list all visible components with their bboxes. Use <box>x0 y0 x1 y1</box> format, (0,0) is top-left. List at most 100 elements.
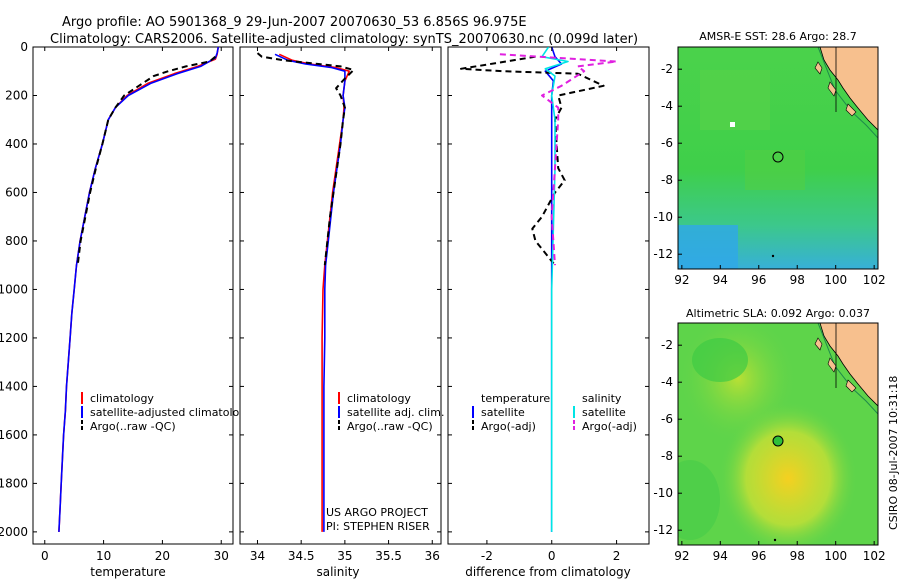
x-tick-label: 2 <box>613 549 621 563</box>
sla-map-frame <box>677 322 879 546</box>
series-line <box>76 55 217 266</box>
map-y-tick-label: -6 <box>661 136 673 150</box>
map-x-tick-label: 92 <box>674 273 689 287</box>
map-y-tick-label: -10 <box>653 486 673 500</box>
map-y-tick-label: -10 <box>653 210 673 224</box>
difference-xlabel: difference from climatology <box>465 565 631 579</box>
map-x-tick-label: 96 <box>751 549 766 563</box>
pi-annotation: PI: STEPHEN RISER <box>326 520 430 533</box>
x-tick-label: 34.5 <box>288 549 315 563</box>
sst-cold-patch <box>678 225 738 269</box>
legend-title-salinity: salinity <box>582 392 622 405</box>
map-y-tick-label: -6 <box>661 412 673 426</box>
map-y-tick-label: -8 <box>661 449 673 463</box>
legend-label-argo: Argo(..raw -QC) <box>90 420 176 433</box>
bathymetry-contour <box>812 47 878 139</box>
sla-low <box>678 460 720 540</box>
legend-label-temp-satellite: satellite <box>481 406 525 419</box>
salinity-profile-chart: 34 34.5 35 35.5 36 salinity climatology sate… <box>239 46 444 579</box>
island <box>845 379 857 393</box>
x-tick-label: 34 <box>250 549 265 563</box>
map-x-tick-label: 94 <box>713 549 728 563</box>
series-line <box>256 52 355 266</box>
island-dot <box>773 538 777 542</box>
island-dot <box>771 254 775 258</box>
legend-title-temperature: temperature <box>481 392 550 405</box>
sla-map-title: Altimetric SLA: 0.092 Argo: 0.037 <box>686 307 870 320</box>
sst-map-title: AMSR-E SST: 28.6 Argo: 28.7 <box>699 30 857 43</box>
figure-title-line1: Argo profile: AO 5901368_9 29-Jun-2007 2… <box>62 15 527 30</box>
island <box>827 357 837 373</box>
map-x-tick-label: 102 <box>863 549 886 563</box>
sst-map: AMSR-E SST: 28.6 Argo: 28.7 92 94 96 98 100 1… <box>653 30 885 287</box>
difference-profile-chart: -2 0 2 difference from climatology tempera… <box>447 46 650 579</box>
sla-low <box>692 338 748 382</box>
legend-label-argo: Argo(..raw -QC) <box>347 420 433 433</box>
series-line <box>460 55 605 266</box>
x-tick-label: 0 <box>548 549 556 563</box>
temperature-profile-chart: 0 10 20 30 0 200 400 600 800 1000 1200 1400 1600 1800… <box>0 40 253 579</box>
y-tick-label: 600 <box>5 185 28 199</box>
map-y-tick-label: -2 <box>661 338 673 352</box>
map-x-tick-label: 92 <box>674 549 689 563</box>
salinity-plot-frame <box>239 46 442 545</box>
y-tick-label: 0 <box>20 40 28 54</box>
sst-patch <box>745 150 805 190</box>
map-x-tick-label: 100 <box>824 549 847 563</box>
salinity-legend: climatology satellite adj. clim. Argo(..… <box>338 392 444 433</box>
x-tick-label: 0 <box>41 549 49 563</box>
csiro-timestamp: CSIRO 08-Jul-2007 10:31:18 <box>887 376 900 530</box>
difference-plot-frame <box>447 46 650 545</box>
y-tick-label: 800 <box>5 234 28 248</box>
y-tick-label: 1800 <box>0 476 28 490</box>
x-tick-label: 36 <box>425 549 440 563</box>
map-x-tick-label: 102 <box>863 273 886 287</box>
legend-label-satellite: satellite-adjusted climatology <box>90 406 253 419</box>
legend-label-climatology: climatology <box>347 392 411 405</box>
argo-position-marker <box>772 435 784 447</box>
island <box>814 337 823 351</box>
map-x-tick-label: 98 <box>790 273 805 287</box>
series-line <box>274 53 346 532</box>
map-x-tick-label: 94 <box>713 273 728 287</box>
legend-label-sal-argo: Argo(-adj) <box>582 420 637 433</box>
x-tick-label: 35.5 <box>375 549 402 563</box>
temperature-legend: climatology satellite-adjusted climatolo… <box>81 392 253 433</box>
map-y-tick-label: -4 <box>661 99 673 113</box>
sst-map-frame <box>677 46 879 270</box>
x-tick-label: 30 <box>214 549 229 563</box>
legend-label-temp-argo: Argo(-adj) <box>481 420 536 433</box>
map-x-tick-label: 96 <box>751 273 766 287</box>
series-line <box>499 53 618 266</box>
island <box>814 61 823 75</box>
x-tick-label: 35 <box>337 549 352 563</box>
series-line <box>278 53 351 532</box>
island <box>827 81 837 97</box>
legend-label-climatology: climatology <box>90 392 154 405</box>
y-tick-label: 400 <box>5 137 28 151</box>
sla-map: Altimetric SLA: 0.092 Argo: 0.037 92 94 96… <box>653 307 885 563</box>
project-annotation: US ARGO PROJECT <box>326 506 428 519</box>
figure-title-line2: Climatology: CARS2006. Satellite-adjuste… <box>50 32 638 47</box>
map-x-tick-label: 100 <box>824 273 847 287</box>
difference-legend: temperature satellite Argo(-adj) salinit… <box>472 392 637 433</box>
argo-position-marker <box>772 151 784 163</box>
map-y-tick-label: -2 <box>661 62 673 76</box>
sst-patch <box>700 70 770 130</box>
legend-label-sal-satellite: satellite <box>582 406 626 419</box>
x-tick-label: 20 <box>155 549 170 563</box>
legend-label-satellite: satellite adj. clim. <box>347 406 444 419</box>
x-tick-label: -2 <box>481 549 493 563</box>
missing-data-pixel <box>730 122 735 127</box>
sumatra-coast <box>819 47 878 131</box>
island <box>845 103 857 117</box>
temperature-xlabel: temperature <box>90 565 165 579</box>
y-tick-label: 200 <box>5 88 28 102</box>
temperature-plot-frame <box>32 46 234 545</box>
map-y-tick-label: -12 <box>653 523 673 537</box>
series-line <box>541 47 569 532</box>
bathymetry-contour <box>812 323 878 415</box>
y-tick-label: 1600 <box>0 428 28 442</box>
y-tick-label: 1200 <box>0 331 28 345</box>
